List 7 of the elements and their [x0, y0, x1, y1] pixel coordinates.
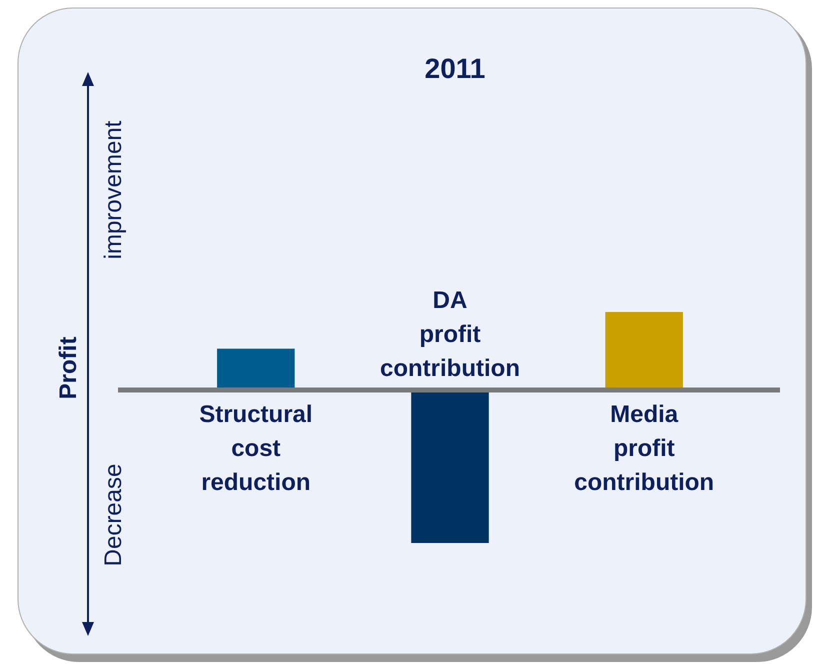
y-axis-title: Profit — [55, 336, 82, 400]
x-tick-label: DA profit contribution — [380, 287, 520, 382]
text: improvement — [100, 120, 127, 260]
annotation: Decrease — [100, 464, 127, 566]
x-tick-label: Structural cost reduction — [199, 401, 313, 496]
x-tick-label: Media profit contribution — [574, 401, 714, 496]
chart-title: 2011 — [424, 53, 486, 84]
